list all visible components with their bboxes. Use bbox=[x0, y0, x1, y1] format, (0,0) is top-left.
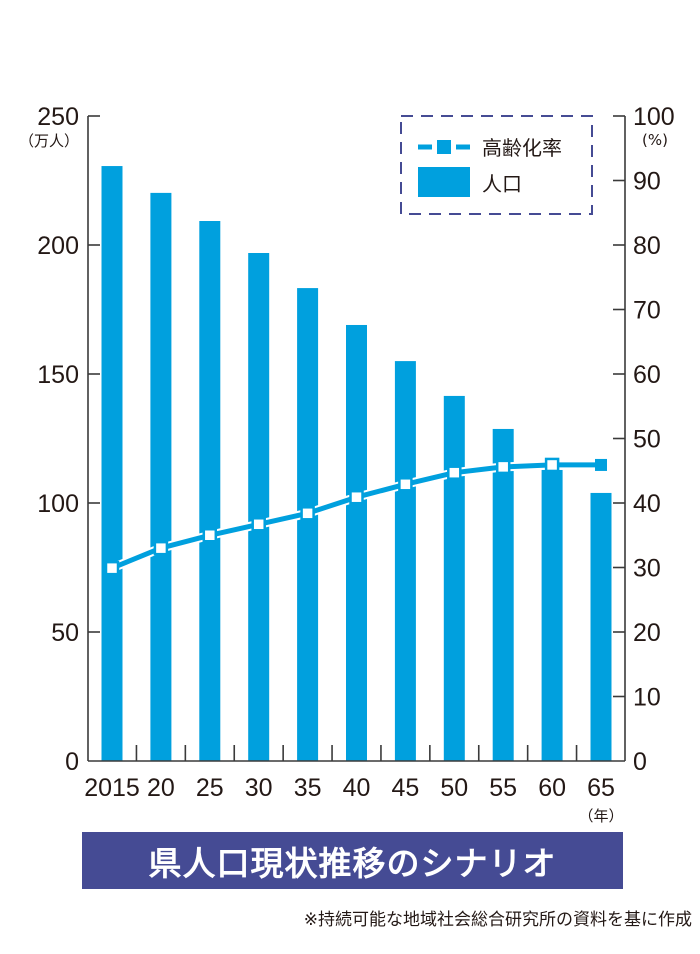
x-tick-label: 65 bbox=[587, 774, 615, 802]
aging-rate-marker-45 bbox=[398, 477, 413, 492]
chart-title-banner: 県人口現状推移のシナリオ bbox=[82, 832, 623, 889]
aging-rate-marker-50 bbox=[447, 465, 462, 480]
bar-55 bbox=[492, 428, 514, 761]
x-tick-label: 35 bbox=[294, 774, 322, 802]
bar-30 bbox=[248, 252, 270, 762]
left-tick-label: 250 bbox=[37, 103, 79, 131]
legend-border bbox=[400, 115, 593, 215]
x-tick-label: 50 bbox=[440, 774, 468, 802]
x-tick-label: 45 bbox=[391, 774, 419, 802]
x-tick-label: 25 bbox=[196, 774, 224, 802]
aging-rate-marker-40 bbox=[349, 489, 364, 505]
right-tick-label: 100 bbox=[633, 103, 675, 131]
x-tick-label: 40 bbox=[343, 774, 371, 802]
axes bbox=[87, 115, 626, 762]
right-axis-unit: (%) bbox=[642, 131, 668, 149]
right-tick-label: 20 bbox=[633, 619, 661, 647]
aging-rate-line bbox=[104, 457, 607, 576]
aging-rate-marker-35 bbox=[300, 506, 315, 521]
left-tick-label: 150 bbox=[37, 361, 79, 389]
bar-25 bbox=[199, 221, 221, 762]
right-tick-label: 80 bbox=[633, 232, 661, 260]
x-tick-label: 2015 bbox=[84, 774, 140, 802]
legend-bar-icon bbox=[418, 167, 470, 197]
bar-65 bbox=[590, 492, 612, 761]
right-tick-label: 70 bbox=[633, 297, 661, 325]
x-tick-label: 60 bbox=[538, 774, 566, 802]
aging-rate-marker-20 bbox=[153, 540, 169, 556]
bar-60 bbox=[541, 469, 563, 761]
aging-rate-marker-65 bbox=[595, 458, 607, 471]
bar-45 bbox=[394, 361, 416, 761]
left-axis-unit: （万人） bbox=[19, 132, 79, 150]
chart: 0 50 100 150 200 250（万人） 0 10 20 30 40 50 60 70 80 90 10… bbox=[19, 103, 675, 825]
right-tick-label: 10 bbox=[633, 684, 661, 712]
right-tick-label: 40 bbox=[633, 490, 661, 518]
left-tick-label: 0 bbox=[65, 748, 79, 776]
aging-rate-marker-60 bbox=[544, 457, 560, 473]
legend-line-icon bbox=[418, 140, 470, 154]
left-tick-label: 100 bbox=[37, 490, 79, 518]
legend-label-aging-rate: 高齢化率 bbox=[482, 136, 562, 160]
x-tick-label: 20 bbox=[147, 774, 175, 802]
bar-40 bbox=[346, 324, 367, 761]
source-note: ※持続可能な地域社会総合研究所の資料を基に作成 bbox=[303, 910, 692, 930]
x-tick-label: 55 bbox=[489, 774, 517, 802]
aging-rate-marker-25 bbox=[202, 528, 218, 543]
left-tick-label: 50 bbox=[51, 619, 79, 647]
legend: 高齢化率 人口 bbox=[400, 115, 593, 215]
aging-rate-marker-30 bbox=[251, 517, 266, 532]
x-tick-label: 30 bbox=[245, 774, 273, 802]
bar-20 bbox=[150, 192, 172, 761]
right-tick-label: 90 bbox=[633, 168, 661, 196]
right-tick-label: 60 bbox=[633, 361, 661, 389]
legend-label-population: 人口 bbox=[482, 172, 522, 196]
aging-rate-marker-55 bbox=[495, 459, 511, 475]
right-tick-label: 50 bbox=[633, 426, 661, 454]
bars bbox=[101, 166, 612, 762]
aging-rate-marker-2015 bbox=[104, 560, 120, 576]
x-axis-unit: （年） bbox=[578, 807, 623, 825]
right-tick-label: 0 bbox=[633, 748, 647, 776]
bar-35 bbox=[297, 288, 319, 761]
bar-50 bbox=[443, 395, 465, 761]
axis-labels: 0 50 100 150 200 250（万人） 0 10 20 30 40 50 60 70 80 90 10… bbox=[19, 103, 675, 825]
bar-2015 bbox=[101, 166, 123, 761]
right-tick-label: 30 bbox=[633, 555, 661, 583]
left-tick-label: 200 bbox=[37, 232, 79, 260]
